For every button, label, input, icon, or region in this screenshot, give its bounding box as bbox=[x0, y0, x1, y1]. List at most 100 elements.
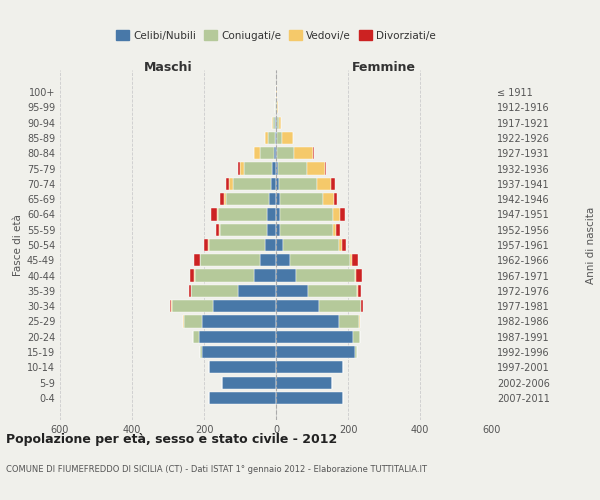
Bar bbox=[280, 208, 332, 220]
Bar bbox=[220, 224, 267, 236]
Bar bbox=[358, 285, 361, 297]
Bar bbox=[226, 193, 269, 205]
Bar bbox=[353, 330, 360, 343]
Bar bbox=[277, 101, 278, 114]
Bar bbox=[325, 162, 326, 174]
Bar bbox=[339, 239, 342, 251]
Bar bbox=[200, 254, 260, 266]
Bar bbox=[184, 316, 202, 328]
Bar bbox=[276, 193, 280, 205]
Bar bbox=[200, 346, 202, 358]
Bar bbox=[265, 239, 276, 251]
Bar bbox=[271, 178, 276, 190]
Bar bbox=[213, 300, 276, 312]
Bar bbox=[336, 224, 340, 236]
Bar bbox=[276, 270, 296, 281]
Bar bbox=[276, 178, 279, 190]
Bar bbox=[319, 300, 361, 312]
Bar bbox=[276, 300, 319, 312]
Bar bbox=[202, 346, 276, 358]
Bar bbox=[308, 285, 357, 297]
Bar bbox=[209, 362, 276, 374]
Bar bbox=[238, 162, 240, 174]
Bar bbox=[276, 330, 353, 343]
Bar bbox=[194, 254, 200, 266]
Bar bbox=[276, 316, 339, 328]
Bar bbox=[170, 300, 171, 312]
Bar bbox=[279, 178, 317, 190]
Bar bbox=[280, 193, 323, 205]
Bar bbox=[267, 224, 276, 236]
Text: Anni di nascita: Anni di nascita bbox=[586, 206, 596, 284]
Bar bbox=[276, 132, 277, 144]
Bar bbox=[274, 147, 276, 160]
Bar bbox=[219, 224, 220, 236]
Bar bbox=[276, 116, 277, 128]
Bar bbox=[275, 132, 276, 144]
Bar bbox=[278, 116, 281, 128]
Bar bbox=[276, 208, 280, 220]
Bar bbox=[276, 362, 343, 374]
Bar bbox=[218, 208, 267, 220]
Text: Femmine: Femmine bbox=[352, 62, 416, 74]
Bar bbox=[211, 208, 217, 220]
Bar bbox=[334, 193, 337, 205]
Bar bbox=[209, 239, 265, 251]
Bar bbox=[276, 285, 308, 297]
Bar bbox=[260, 254, 276, 266]
Bar bbox=[272, 116, 274, 128]
Bar bbox=[193, 330, 199, 343]
Bar bbox=[290, 254, 350, 266]
Bar bbox=[195, 270, 254, 281]
Bar bbox=[202, 316, 276, 328]
Bar bbox=[272, 162, 276, 174]
Bar bbox=[276, 254, 290, 266]
Bar bbox=[276, 346, 355, 358]
Bar bbox=[194, 270, 195, 281]
Bar bbox=[331, 178, 335, 190]
Bar bbox=[208, 239, 209, 251]
Bar bbox=[278, 162, 307, 174]
Bar bbox=[352, 254, 358, 266]
Bar bbox=[254, 147, 260, 160]
Bar bbox=[254, 270, 276, 281]
Bar bbox=[340, 208, 345, 220]
Bar bbox=[313, 147, 314, 160]
Bar bbox=[172, 300, 213, 312]
Bar bbox=[276, 392, 343, 404]
Bar bbox=[339, 316, 359, 328]
Bar bbox=[357, 285, 358, 297]
Bar bbox=[317, 178, 331, 190]
Bar bbox=[233, 178, 271, 190]
Bar bbox=[220, 193, 224, 205]
Bar bbox=[222, 376, 276, 389]
Bar bbox=[355, 270, 356, 281]
Bar bbox=[244, 162, 272, 174]
Bar bbox=[215, 224, 219, 236]
Bar bbox=[296, 270, 355, 281]
Bar bbox=[199, 330, 276, 343]
Y-axis label: Fasce di età: Fasce di età bbox=[13, 214, 23, 276]
Bar bbox=[355, 346, 357, 358]
Bar bbox=[190, 270, 194, 281]
Bar bbox=[240, 162, 244, 174]
Bar bbox=[283, 239, 339, 251]
Bar bbox=[268, 132, 275, 144]
Bar bbox=[276, 376, 332, 389]
Bar bbox=[183, 316, 184, 328]
Bar bbox=[359, 316, 360, 328]
Bar bbox=[280, 224, 332, 236]
Bar bbox=[342, 239, 346, 251]
Bar bbox=[276, 162, 278, 174]
Bar bbox=[332, 224, 336, 236]
Bar bbox=[189, 285, 191, 297]
Bar bbox=[277, 116, 278, 128]
Legend: Celibi/Nubili, Coniugati/e, Vedovi/e, Divorziati/e: Celibi/Nubili, Coniugati/e, Vedovi/e, Di… bbox=[112, 26, 440, 45]
Bar bbox=[350, 254, 352, 266]
Bar bbox=[283, 132, 293, 144]
Bar bbox=[191, 285, 238, 297]
Bar bbox=[217, 208, 218, 220]
Bar bbox=[277, 147, 293, 160]
Bar bbox=[276, 147, 277, 160]
Bar bbox=[356, 270, 362, 281]
